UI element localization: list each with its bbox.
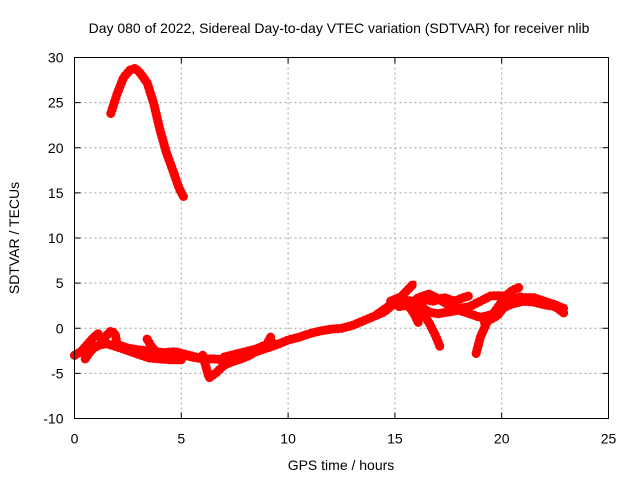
x-tick-label: 0 xyxy=(71,431,79,447)
y-axis-label: SDTVAR / TECUs xyxy=(6,182,22,294)
data-series xyxy=(70,63,569,383)
y-tick-label: 10 xyxy=(48,230,64,246)
y-tick-label: -5 xyxy=(51,365,64,381)
y-tick-label: 20 xyxy=(48,140,64,156)
series-markers-arc-morning xyxy=(70,278,419,365)
series-markers-arc-early-peak xyxy=(106,63,188,201)
axis-ticks: 0 5 10 15 20 25 -10 -5 0 5 10 15 20 25 30 xyxy=(43,50,616,447)
series-markers-arc-down-19 xyxy=(471,283,524,358)
chart-title: Day 080 of 2022, Sidereal Day-to-day VTE… xyxy=(89,20,590,36)
y-tick-label: 25 xyxy=(48,95,64,111)
series-markers-arc-valley-upper xyxy=(219,331,276,362)
x-tick-label: 20 xyxy=(494,431,510,447)
series-markers-arc-down-17 xyxy=(416,305,445,351)
x-tick-label: 5 xyxy=(177,431,185,447)
x-tick-label: 10 xyxy=(280,431,296,447)
series-markers-arc-dip-morning xyxy=(80,339,186,365)
series-markers-arc-afternoon-c xyxy=(411,291,475,317)
series-markers-arc-drop-15 xyxy=(386,293,423,328)
series-markers-arc-bump xyxy=(142,334,201,362)
x-axis-label: GPS time / hours xyxy=(288,457,395,473)
series-markers-arc-mid-19 xyxy=(480,291,528,328)
y-tick-label: 0 xyxy=(56,320,64,336)
y-tick-label: 15 xyxy=(48,185,64,201)
y-tick-label: 30 xyxy=(48,50,64,66)
x-tick-label: 25 xyxy=(601,431,617,447)
grid-lines xyxy=(74,57,609,419)
y-tick-label: 5 xyxy=(56,275,64,291)
x-tick-label: 15 xyxy=(387,431,403,447)
y-tick-label: -10 xyxy=(43,411,63,427)
